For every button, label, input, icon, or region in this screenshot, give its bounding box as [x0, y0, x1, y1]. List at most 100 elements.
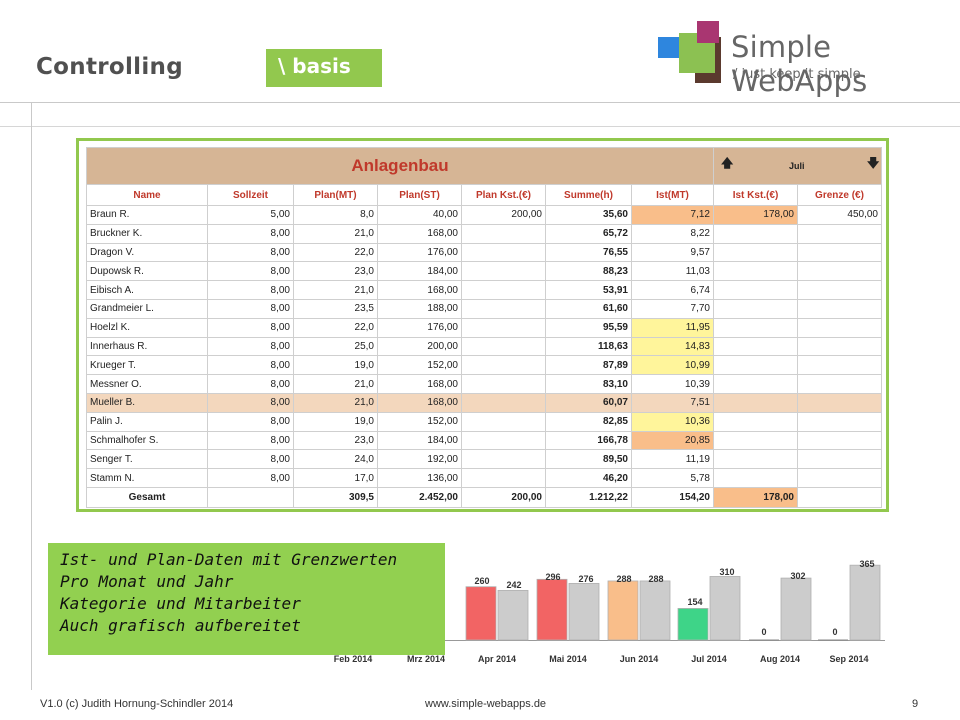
table-cell: 7,12	[631, 205, 714, 225]
table-title: Anlagenbau	[86, 147, 714, 185]
table-cell	[713, 336, 798, 357]
footer-website[interactable]: www.simple-webapps.de	[425, 698, 547, 710]
section-tag: \ basis	[266, 49, 382, 87]
table-cell: 53,91	[545, 280, 632, 300]
chart-bar	[639, 580, 671, 641]
chart-category-label: Apr 2014	[478, 654, 516, 664]
table-cell: Palin J.	[86, 411, 208, 432]
arrow-down-icon[interactable]: 🡇	[867, 156, 880, 170]
table-cell: Bruckner K.	[86, 223, 208, 244]
table-cell: 168,00	[377, 392, 462, 413]
table-cell: 166,78	[545, 430, 632, 451]
table-cell: 61,60	[545, 298, 632, 319]
table-cell: 21,0	[293, 280, 378, 300]
table-cell	[713, 261, 798, 282]
table-cell	[461, 298, 546, 319]
total-cell: Gesamt	[86, 486, 208, 508]
table-cell: 14,83	[631, 336, 714, 357]
total-cell: 1.212,22	[545, 486, 632, 508]
chart-bar	[607, 580, 639, 641]
column-header[interactable]: Plan(MT)	[293, 184, 378, 206]
chart-data-label: 288	[648, 574, 663, 584]
table-cell: 152,00	[377, 355, 462, 376]
chart-bar	[568, 583, 600, 641]
table-cell: 17,0	[293, 468, 378, 488]
table-cell: 176,00	[377, 317, 462, 338]
table-cell	[797, 411, 882, 432]
table-header-row: Name Sollzeit Plan(MT) Plan(ST) Plan Kst.(€)…	[86, 184, 882, 206]
table-cell: 200,00	[461, 205, 546, 225]
column-header[interactable]: Ist(MT)	[631, 184, 714, 206]
total-cell: 200,00	[461, 486, 546, 508]
table-cell	[461, 242, 546, 263]
table-cell: 76,55	[545, 242, 632, 263]
table-cell: 11,03	[631, 261, 714, 282]
chart-category-label: Aug 2014	[760, 654, 800, 664]
chart-data-label: 276	[578, 574, 593, 584]
column-header[interactable]: Name	[86, 184, 208, 206]
table-cell: 89,50	[545, 449, 632, 470]
table-title-row: Anlagenbau 🡅 Juli 🡇	[86, 147, 882, 185]
table-cell: 136,00	[377, 468, 462, 488]
column-header[interactable]: Plan Kst.(€)	[461, 184, 546, 206]
table-cell: 118,63	[545, 336, 632, 357]
table-cell: 7,70	[631, 298, 714, 319]
total-cell: 309,5	[293, 486, 378, 508]
chart-bar	[849, 564, 881, 641]
table-cell: 21,0	[293, 392, 378, 413]
table-cell: 188,00	[377, 298, 462, 319]
footer-page-number: 9	[912, 698, 919, 710]
table-cell: Stamm N.	[86, 468, 208, 488]
table-cell: 21,0	[293, 374, 378, 394]
column-header[interactable]: Grenze (€)	[797, 184, 882, 206]
table-cell: 19,0	[293, 411, 378, 432]
chart-data-label: 242	[506, 580, 521, 590]
table-row: Grandmeier L. 8,00 23,5 188,00 61,60 7,70	[86, 298, 882, 319]
table-cell: Krueger T.	[86, 355, 208, 376]
table-cell: Dupowsk R.	[86, 261, 208, 282]
total-cell: 2.452,00	[377, 486, 462, 508]
header-divider-secondary	[0, 126, 960, 127]
note-line: Auch grafisch aufbereitet	[60, 616, 301, 635]
table-cell: 46,20	[545, 468, 632, 488]
table-cell: 8,00	[207, 468, 294, 488]
table-cell	[797, 392, 882, 413]
column-header[interactable]: Plan(ST)	[377, 184, 462, 206]
table-cell: 8,00	[207, 336, 294, 357]
total-cell	[797, 486, 882, 508]
table-row: Hoelzl K. 8,00 22,0 176,00 95,59 11,95	[86, 317, 882, 338]
table-cell	[461, 223, 546, 244]
chart-bar	[497, 589, 529, 641]
table-cell: 8,00	[207, 261, 294, 282]
column-header[interactable]: Sollzeit	[207, 184, 294, 206]
table-cell	[461, 355, 546, 376]
table-cell: 10,39	[631, 374, 714, 394]
chart-bar	[780, 577, 812, 641]
table-cell: 8,00	[207, 280, 294, 300]
chart-bar	[709, 576, 741, 641]
table-cell: 40,00	[377, 205, 462, 225]
month-selector[interactable]: 🡅 Juli 🡇	[713, 147, 882, 185]
chart-category-label: Mrz 2014	[407, 654, 445, 664]
brand-slogan: / just keep it simple	[733, 67, 861, 82]
column-header[interactable]: Ist Kst.(€)	[713, 184, 798, 206]
arrow-up-icon[interactable]: 🡅	[721, 156, 734, 170]
table-cell: 20,85	[631, 430, 714, 451]
chart-bar	[465, 586, 497, 641]
table-cell	[713, 317, 798, 338]
table-cell	[713, 242, 798, 263]
table-cell	[461, 411, 546, 432]
table-cell	[461, 430, 546, 451]
footer-copyright: V1.0 (c) Judith Hornung-Schindler 2014	[40, 698, 234, 710]
table-cell: 9,57	[631, 242, 714, 263]
brand-name: Simple WebApps	[731, 30, 868, 98]
table-row: Dupowsk R. 8,00 23,0 184,00 88,23 11,03	[86, 261, 882, 282]
page-title: Controlling	[36, 54, 183, 80]
table-frame	[76, 138, 889, 512]
column-header[interactable]: Summe(h)	[545, 184, 632, 206]
table-cell: 24,0	[293, 449, 378, 470]
table-cell: Hoelzl K.	[86, 317, 208, 338]
table-cell: 11,19	[631, 449, 714, 470]
table-row: Braun R. 5,00 8,0 40,00 200,00 35,60 7,12 178,0…	[86, 205, 882, 225]
table-cell	[797, 298, 882, 319]
